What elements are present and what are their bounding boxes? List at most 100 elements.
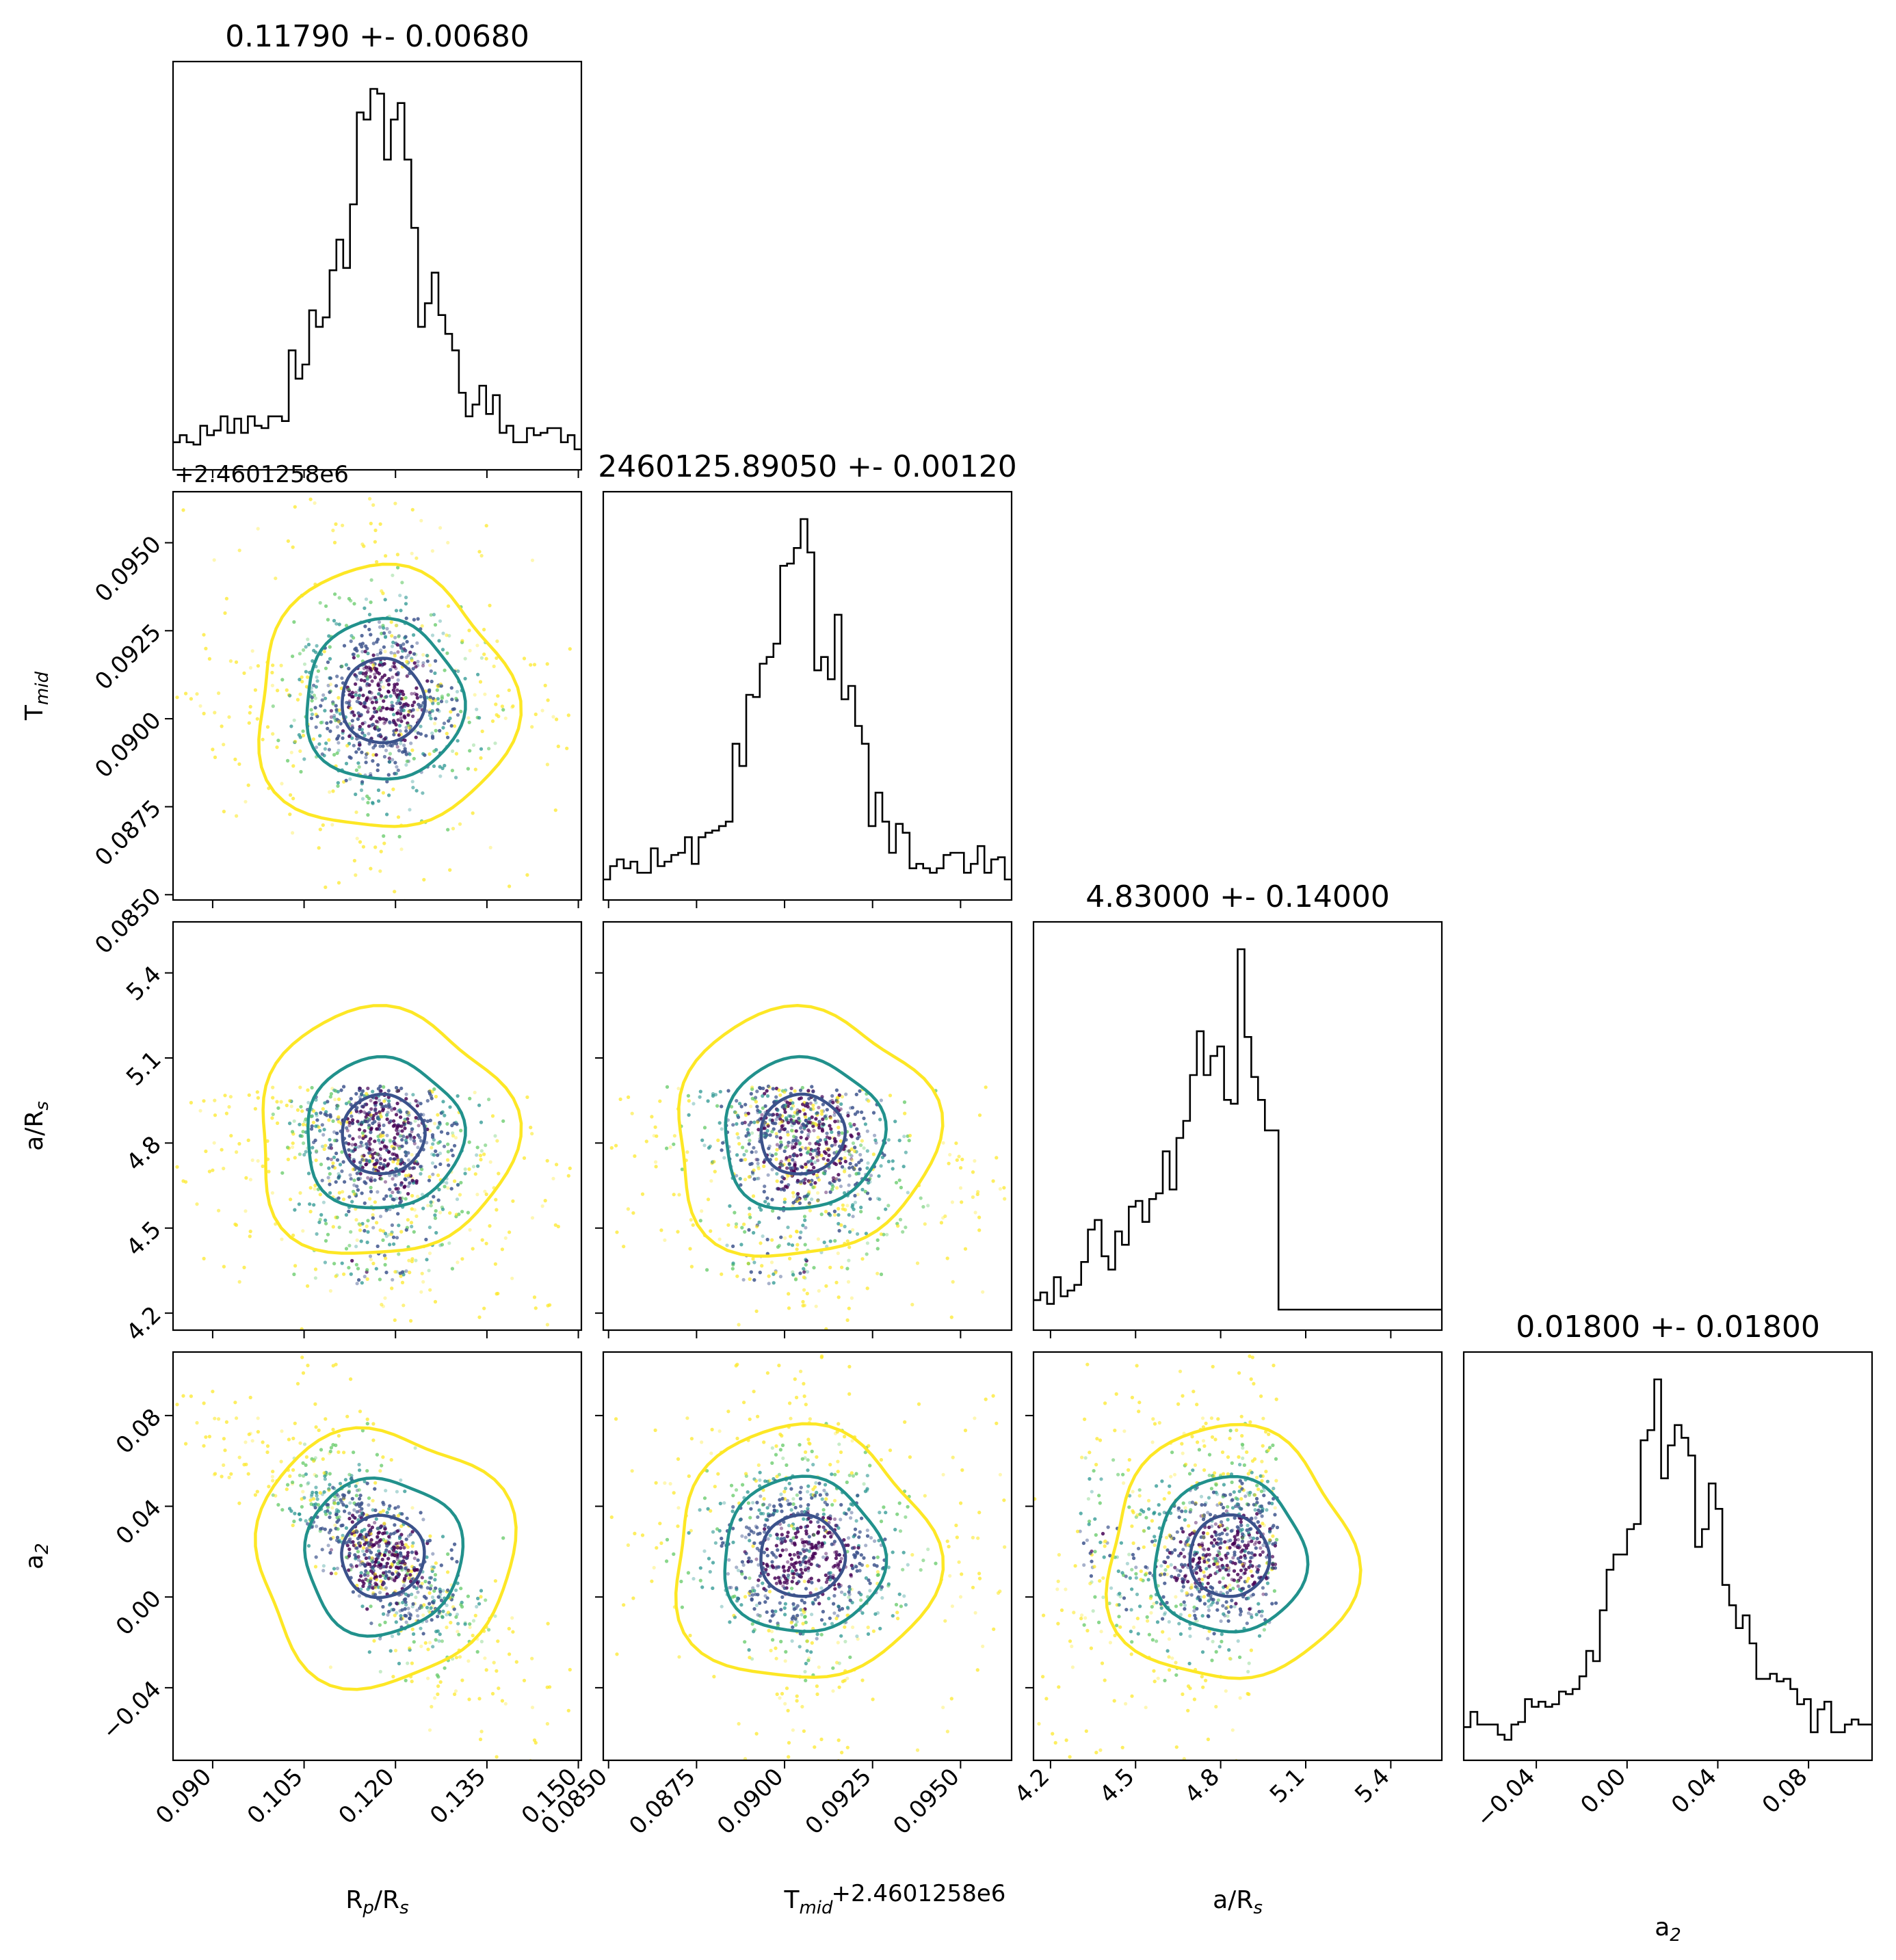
sample-point	[377, 799, 381, 803]
sample-point	[661, 745, 664, 748]
sample-point	[395, 553, 400, 557]
sample-point	[363, 702, 367, 706]
sample-point	[352, 602, 356, 606]
contour-level-1	[341, 657, 427, 745]
sample-point	[340, 664, 344, 669]
sample-point	[327, 738, 331, 742]
sample-point	[48, 741, 51, 744]
sample-point	[534, 712, 538, 717]
sample-point	[311, 737, 315, 741]
sample-point	[389, 743, 393, 747]
sample-point	[377, 1098, 382, 1102]
sample-point	[453, 724, 457, 728]
sample-point	[392, 719, 396, 723]
sample-point	[423, 753, 427, 757]
sample-point	[395, 745, 399, 749]
sample-point	[416, 663, 420, 667]
sample-point	[364, 597, 369, 601]
sample-point	[495, 639, 499, 644]
sample-point	[410, 703, 414, 708]
sample-point	[442, 721, 447, 726]
sample-point	[314, 713, 318, 717]
sample-point	[414, 789, 419, 793]
sample-point	[367, 796, 371, 801]
sample-point	[473, 767, 477, 771]
sample-point	[248, 1178, 252, 1182]
sample-point	[371, 653, 376, 657]
sample-point	[359, 788, 364, 793]
sample-point	[391, 707, 395, 711]
sample-point	[447, 1367, 450, 1370]
sample-point	[479, 747, 484, 751]
sample-point	[373, 1178, 377, 1182]
sample-point	[479, 747, 484, 751]
sample-point	[345, 743, 350, 747]
sample-point	[376, 670, 380, 674]
sample-point	[365, 1268, 369, 1272]
sample-point	[407, 479, 410, 483]
sample-point	[548, 454, 551, 458]
sample-point	[497, 714, 501, 719]
sample-point	[222, 810, 226, 814]
sample-point	[326, 618, 330, 622]
sample-point	[369, 691, 373, 695]
sample-point	[407, 1113, 411, 1117]
sample-point	[356, 761, 360, 765]
sample-point	[341, 1160, 345, 1164]
sample-point	[424, 1237, 428, 1242]
sample-point	[375, 725, 380, 730]
sample-point	[352, 743, 356, 747]
sample-point	[350, 736, 354, 740]
sample-point	[350, 719, 354, 723]
sample-point	[213, 1098, 217, 1102]
sample-point	[322, 650, 326, 654]
sample-point	[362, 704, 366, 708]
sample-point	[401, 649, 405, 653]
sample-point	[362, 666, 367, 671]
sample-point	[371, 722, 375, 726]
sample-point	[410, 644, 414, 648]
sample-point	[445, 651, 449, 655]
sample-point	[460, 639, 464, 643]
sample-point	[393, 683, 397, 687]
sample-point	[391, 675, 395, 679]
sample-point	[377, 1122, 381, 1126]
sample-point	[401, 708, 406, 713]
sample-point	[529, 663, 533, 667]
sample-point	[389, 707, 393, 711]
sample-point	[661, 687, 665, 691]
hist-panel-rp: 0.11790 +- 0.00680	[172, 19, 583, 471]
sample-point	[315, 675, 319, 679]
sample-point	[367, 1147, 371, 1151]
sample-point	[393, 1318, 397, 1322]
sample-point	[354, 646, 358, 650]
sample-point	[456, 739, 460, 743]
sample-point	[301, 734, 306, 738]
sample-point	[376, 1244, 380, 1248]
sample-point	[298, 692, 302, 696]
sample-point	[335, 717, 339, 721]
sample-point	[250, 1158, 254, 1163]
sample-point	[347, 667, 351, 671]
sample-point	[224, 596, 228, 600]
sample-point	[366, 651, 370, 656]
sample-point	[378, 651, 383, 655]
sample-point	[360, 721, 365, 726]
sample-point	[298, 678, 302, 682]
sample-point	[482, 652, 486, 657]
sample-point	[364, 756, 368, 760]
sample-point	[198, 704, 202, 708]
sample-point	[427, 713, 432, 717]
sample-point	[360, 633, 364, 638]
sample-point	[328, 1289, 332, 1293]
sample-point	[340, 664, 344, 669]
sample-point	[344, 624, 349, 628]
sample-point	[407, 944, 410, 948]
sample-point	[419, 695, 423, 699]
sample-point	[383, 737, 387, 741]
sample-point	[168, 1247, 172, 1251]
sample-point	[365, 677, 369, 681]
sample-point	[369, 667, 373, 671]
sample-point	[641, 756, 644, 760]
sample-point	[352, 475, 355, 478]
